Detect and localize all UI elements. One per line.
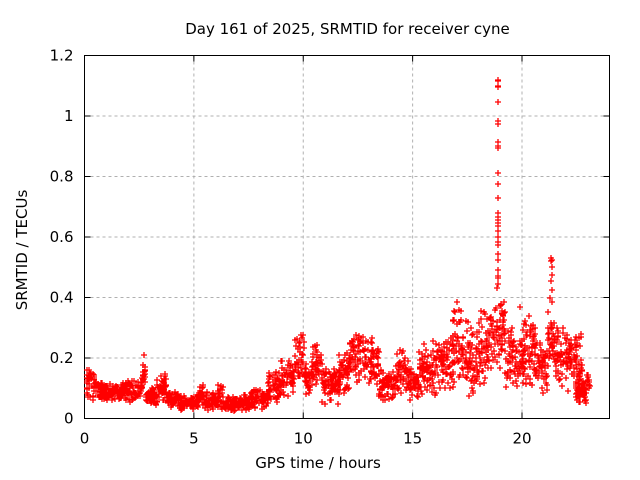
y-tick-label: 0.6 [50,228,74,246]
x-tick-label: 20 [512,430,531,448]
y-tick-label: 0.4 [50,289,74,307]
y-tick-label: 1 [64,107,74,125]
chart-title: Day 161 of 2025, SRMTID for receiver cyn… [185,20,510,38]
y-tick-label: 0.8 [50,168,74,186]
y-axis-label: SRMTID / TECUs [13,189,31,311]
y-tick-label: 1.2 [50,47,74,65]
y-tick-label: 0 [64,410,74,428]
x-tick-label: 10 [294,430,313,448]
data-points [84,77,593,414]
x-tick-label: 15 [403,430,422,448]
y-tick-label: 0.2 [50,349,74,367]
x-axis-label: GPS time / hours [255,454,381,472]
x-tick-label: 0 [80,430,90,448]
x-tick-label: 5 [189,430,199,448]
